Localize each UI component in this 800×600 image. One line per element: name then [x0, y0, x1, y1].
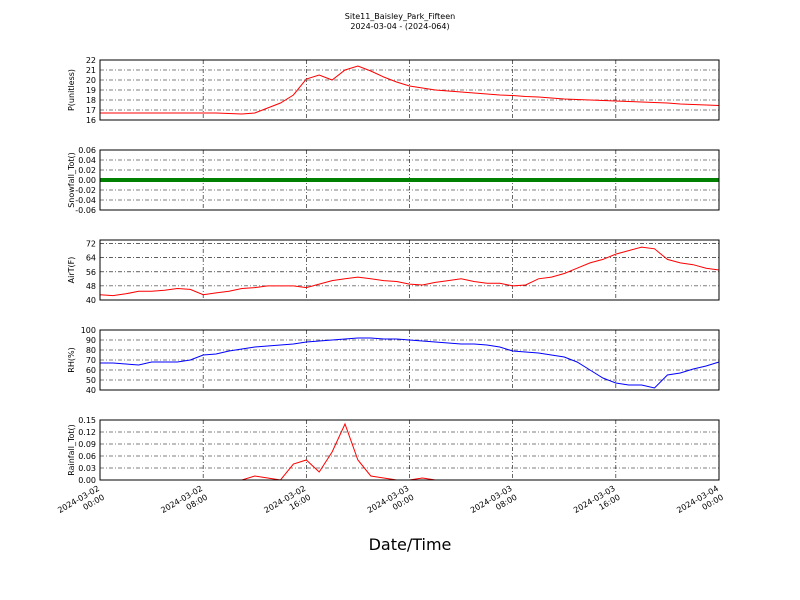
y-tick-label: 0.12	[78, 428, 96, 437]
y-tick-label: 16	[86, 116, 96, 125]
y-tick-label: 70	[86, 356, 96, 365]
y-tick-label: 19	[86, 86, 96, 95]
y-tick-label: 40	[86, 386, 96, 395]
y-tick-label: 0.04	[78, 156, 96, 165]
y-tick-label: 0.06	[78, 146, 96, 155]
chart-title: Site11_Baisley_Park_Fifteen	[345, 12, 455, 21]
x-axis-label: Date/Time	[369, 535, 452, 554]
y-tick-label: 50	[86, 376, 96, 385]
y-tick-label: -0.02	[75, 186, 96, 195]
plot-frame	[99, 329, 720, 391]
y-tick-label: 72	[86, 240, 96, 249]
y-tick-label: 0.00	[78, 476, 96, 485]
plot-frame	[99, 149, 720, 211]
y-tick-label: 80	[86, 346, 96, 355]
y-axis-label: RH(%)	[67, 347, 76, 372]
y-tick-label: 21	[86, 66, 96, 75]
y-axis-label: AirT(F)	[67, 257, 76, 284]
plot-frame	[99, 419, 720, 481]
y-tick-label: 18	[86, 96, 96, 105]
chart-subtitle: 2024-03-04 - (2024-064)	[350, 22, 449, 31]
y-tick-label: 17	[86, 106, 96, 115]
y-tick-label: 100	[81, 326, 96, 335]
y-tick-label: 0.15	[78, 416, 96, 425]
y-tick-label: 0.06	[78, 452, 96, 461]
plot-frame	[99, 59, 720, 121]
data-line	[99, 246, 720, 297]
y-axis-label: P(unitless)	[67, 69, 76, 111]
y-axis-label: Snowfall_Tot()	[67, 152, 76, 208]
y-tick-label: 56	[86, 268, 96, 277]
data-line	[100, 337, 720, 389]
y-tick-label: 0.03	[78, 464, 96, 473]
y-tick-label: -0.06	[75, 206, 96, 215]
y-tick-label: 60	[86, 366, 96, 375]
data-line	[100, 65, 720, 115]
y-axis-label: Rainfall_Tot()	[67, 424, 76, 476]
y-tick-label: 0.09	[78, 440, 96, 449]
plot-frame	[99, 239, 720, 301]
y-tick-label: 64	[86, 254, 96, 263]
y-tick-label: 48	[86, 282, 96, 291]
y-tick-label: 20	[86, 76, 96, 85]
y-tick-label: 0.02	[78, 166, 96, 175]
y-tick-label: 90	[86, 336, 96, 345]
y-tick-label: 40	[86, 296, 96, 305]
y-tick-label: -0.04	[75, 196, 96, 205]
y-tick-label: 0.00	[78, 176, 96, 185]
y-tick-label: 22	[86, 56, 96, 65]
